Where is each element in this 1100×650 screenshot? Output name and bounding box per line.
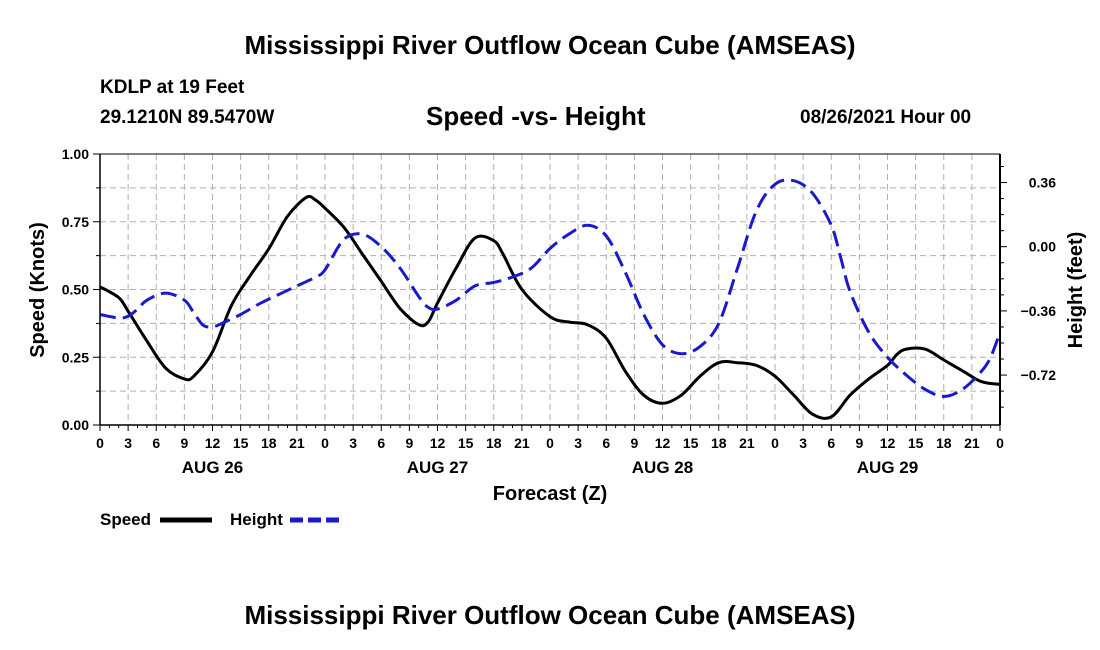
y2-axis-title: Height (feet) [1065, 232, 1087, 349]
x-tick-label: 21 [289, 435, 305, 451]
x-tick-label: 21 [514, 435, 530, 451]
axis-labels: Forecast (Z) Speed (Knots) Height (feet) [27, 222, 1087, 505]
day-label: AUG 28 [632, 458, 693, 477]
x-axis-title: Forecast (Z) [493, 483, 607, 505]
y-tick-label: 0.00 [62, 417, 89, 433]
x-tick-label: 3 [124, 435, 132, 451]
series-line-speed [99, 194, 1001, 420]
x-tick-label: 18 [936, 435, 952, 451]
x-tick-label: 6 [602, 435, 610, 451]
legend: Speed Height [100, 510, 342, 529]
y2-tick-label: −0.72 [1021, 367, 1057, 383]
station-label: KDLP at 19 Feet [100, 77, 245, 98]
x-tick-label: 15 [458, 435, 474, 451]
x-tick-label: 15 [233, 435, 249, 451]
x-tick-label: 12 [880, 435, 896, 451]
chart-subtitle: Speed -vs- Height [426, 101, 646, 131]
y2-tick-label: −0.36 [1021, 303, 1057, 319]
chart-title: Mississippi River Outflow Ocean Cube (AM… [244, 30, 856, 60]
x-tick-label: 18 [261, 435, 277, 451]
x-tick-label: 0 [96, 435, 104, 451]
x-tick-label: 12 [430, 435, 446, 451]
x-tick-label: 21 [964, 435, 980, 451]
x-tick-label: 12 [655, 435, 671, 451]
x-tick-label: 3 [799, 435, 807, 451]
x-tick-label: 6 [377, 435, 385, 451]
y-tick-label: 1.00 [62, 146, 89, 162]
x-tick-label: 18 [711, 435, 727, 451]
x-tick-label: 18 [486, 435, 502, 451]
x-tick-label: 0 [546, 435, 554, 451]
x-tick-label: 21 [739, 435, 755, 451]
y-axis-title: Speed (Knots) [27, 222, 49, 358]
legend-label-speed: Speed [100, 510, 151, 529]
x-tick-label: 9 [180, 435, 188, 451]
x-tick-label: 9 [855, 435, 863, 451]
x-tick-label: 12 [205, 435, 221, 451]
x-tick-label: 9 [630, 435, 638, 451]
y2-tick-label: 0.36 [1029, 175, 1056, 191]
coordinates-label: 29.1210N 89.5470W [100, 107, 275, 128]
x-tick-label: 6 [827, 435, 835, 451]
day-label: AUG 26 [182, 458, 243, 477]
footer-title: Mississippi River Outflow Ocean Cube (AM… [244, 600, 856, 630]
series-line-height [99, 178, 1002, 398]
x-tick-label: 15 [683, 435, 699, 451]
y2-tick-label: 0.00 [1029, 239, 1056, 255]
legend-label-height: Height [230, 510, 283, 529]
y-tick-label: 0.50 [62, 282, 89, 298]
day-label: AUG 29 [857, 458, 918, 477]
x-tick-label: 9 [405, 435, 413, 451]
x-tick-label: 0 [321, 435, 329, 451]
x-tick-label: 15 [908, 435, 924, 451]
x-tick-label: 3 [574, 435, 582, 451]
x-tick-label: 0 [771, 435, 779, 451]
y-tick-label: 0.75 [62, 214, 89, 230]
y-tick-label: 0.25 [62, 349, 89, 365]
axes: 0.00 0.25 0.50 0.75 1.00 0.36 0.00 −0.36 −0.72 0 3… [62, 146, 1056, 477]
x-tick-label: 3 [349, 435, 357, 451]
day-label: AUG 27 [407, 458, 468, 477]
x-tick-label: 6 [152, 435, 160, 451]
forecast-date-label: 08/26/2021 Hour 00 [800, 107, 972, 128]
x-tick-label: 0 [996, 435, 1004, 451]
grid [100, 154, 1000, 425]
series-layer [99, 178, 1002, 420]
